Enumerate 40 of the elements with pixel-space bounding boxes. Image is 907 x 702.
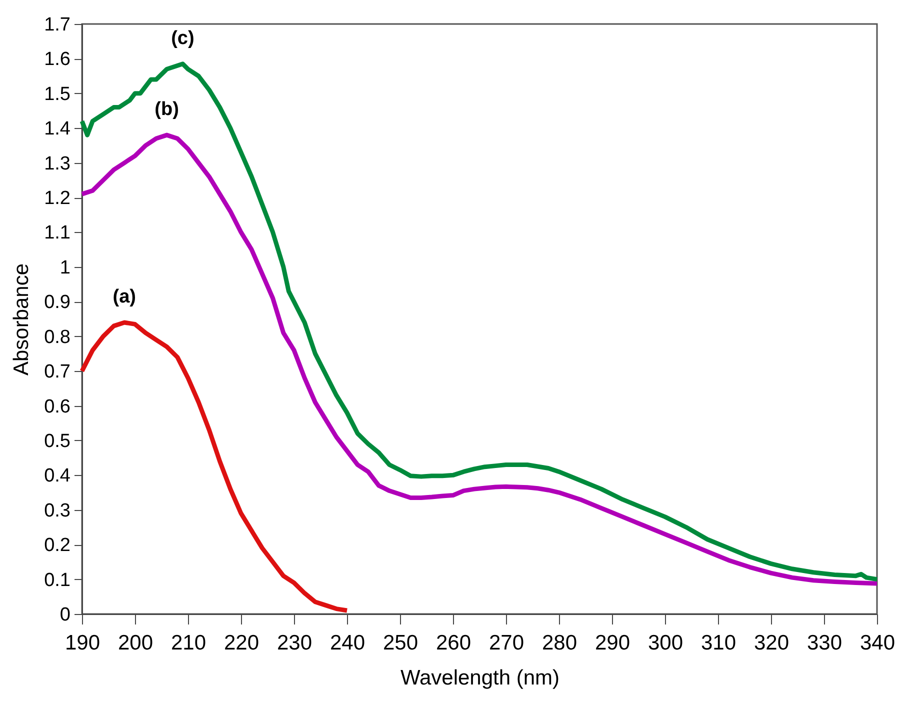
x-axis-title: Wavelength (nm) xyxy=(400,666,560,690)
series-label: (a) xyxy=(112,286,136,308)
x-tick-label: 310 xyxy=(700,632,736,654)
y-tick-label: 0.1 xyxy=(44,570,70,591)
x-tick-label: 190 xyxy=(64,632,100,654)
y-tick-label: 0.8 xyxy=(44,326,70,348)
line-series xyxy=(80,320,350,613)
x-tick-label: 260 xyxy=(436,632,472,654)
x-tick-label: 220 xyxy=(224,632,260,654)
y-tick-label: 1.5 xyxy=(44,84,70,105)
series-label: (b) xyxy=(154,99,179,120)
y-tick-label: 1.1 xyxy=(44,222,70,244)
x-tick-label: 210 xyxy=(170,632,206,654)
y-tick-label: 0.2 xyxy=(44,535,70,556)
y-tick-label: 0.3 xyxy=(44,500,70,522)
y-axis-title: Absorbance xyxy=(10,263,34,376)
x-tick-label: 330 xyxy=(806,632,842,654)
y-tick-label: 1.6 xyxy=(44,49,70,70)
y-tick-label: 0.5 xyxy=(44,430,70,452)
x-tick-label: 230 xyxy=(276,632,312,654)
y-tick-label: 1.2 xyxy=(44,188,70,210)
x-tick-label: 200 xyxy=(118,632,154,654)
y-tick-label: 0.6 xyxy=(44,396,70,418)
y-tick-label: 1.7 xyxy=(44,14,70,36)
x-tick-label: 240 xyxy=(330,632,366,654)
y-tick-label: 1.3 xyxy=(44,153,70,174)
x-tick-label: 290 xyxy=(594,632,630,654)
x-tick-label: 270 xyxy=(488,632,524,654)
y-tick-label: 0.9 xyxy=(44,292,70,314)
x-tick-label: 300 xyxy=(648,632,684,654)
y-tick-label: 1 xyxy=(60,257,70,278)
y-tick-label: 1.4 xyxy=(44,118,71,140)
series-label: (c) xyxy=(171,28,194,49)
x-tick-label: 320 xyxy=(754,632,790,654)
x-tick-label: 340 xyxy=(860,632,896,654)
y-tick-label: 0 xyxy=(60,604,70,626)
x-tick-label: 280 xyxy=(542,632,578,654)
y-tick-label: 0.7 xyxy=(44,362,70,383)
y-tick-label: 0.4 xyxy=(44,466,71,487)
x-tick-label: 250 xyxy=(382,632,418,654)
